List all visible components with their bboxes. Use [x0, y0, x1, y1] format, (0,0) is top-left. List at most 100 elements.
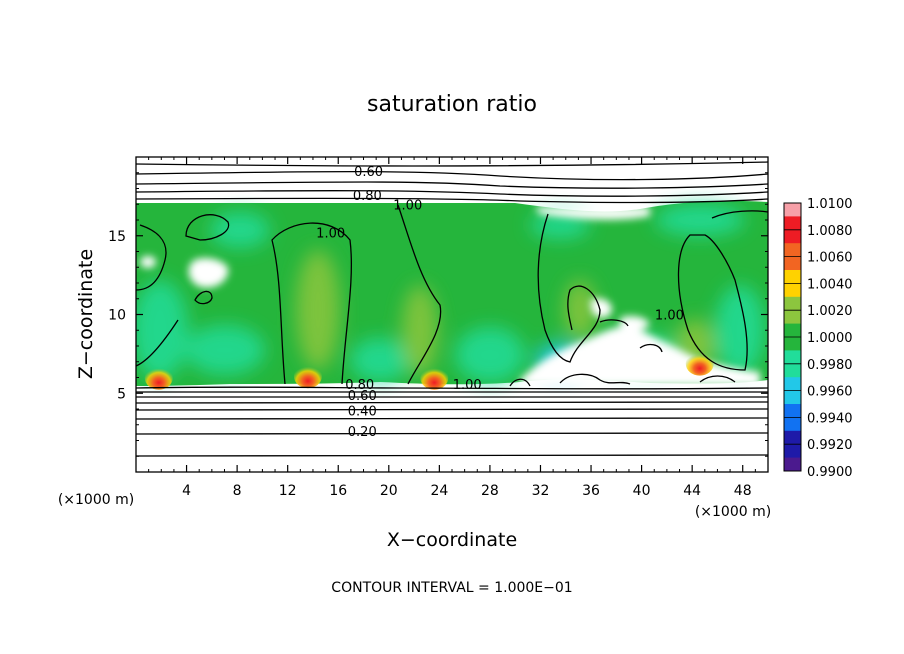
contour-0.30-lower — [136, 417, 768, 420]
colorbar-band-7 — [784, 390, 801, 418]
x-tick-label-28: 28 — [481, 483, 499, 499]
contour-wiggle-5 — [639, 343, 663, 353]
chart-title: saturation ratio — [367, 92, 537, 117]
contour-label-6: 1.00 — [453, 378, 482, 393]
hot-spots — [144, 351, 714, 390]
colorbar-swatch — [784, 310, 801, 325]
colorbar-band-2 — [784, 256, 801, 284]
plot-area: 0.600.801.001.001.000.80 1.000.600.400.20 — [136, 157, 768, 472]
colorbar-swatch — [784, 323, 801, 338]
colorbar-swatch — [784, 270, 801, 284]
contour-upper-0.60 — [136, 170, 768, 181]
contour-1.00-plume1 — [271, 222, 352, 385]
contour-labels: 0.600.801.001.001.000.80 1.000.600.400.20 — [316, 165, 684, 440]
colorbar: 1.0100 1.0080 1.0060 1.0040 1.0020 1.0000 0.99… — [783, 197, 853, 480]
colorbar-swatch — [784, 444, 801, 459]
contour-label-2: 1.00 — [393, 198, 422, 213]
x-tick-label-4: 4 — [182, 483, 191, 499]
colorbar-label-1: 1.0080 — [807, 224, 853, 239]
x-tick-label-24: 24 — [430, 483, 448, 499]
colorbar-label-7: 0.9960 — [807, 385, 853, 400]
contour-upper-0.50 — [136, 161, 768, 167]
contour-label-5: 0.80 — [345, 378, 374, 393]
contour-0.80-lower — [136, 386, 768, 390]
contour-label-4: 1.00 — [655, 309, 684, 324]
x-tick-label-36: 36 — [582, 483, 600, 499]
contour-label-8: 0.40 — [348, 405, 377, 420]
x-tick-label-12: 12 — [279, 483, 297, 499]
colorbar-swatch — [784, 296, 801, 311]
contour-label-3: 1.00 — [316, 227, 345, 242]
contour-wiggle-2 — [559, 373, 631, 385]
contour-0.50-lower — [136, 401, 768, 404]
contour-1.00-plume2 — [397, 204, 442, 385]
colorbar-swatch — [784, 430, 801, 445]
y-tick-label-15: 15 — [108, 229, 126, 245]
x-unit-label-left: (×1000 m) — [58, 492, 134, 508]
colorbar-swatch — [784, 203, 801, 217]
hot-spot-1 — [293, 364, 322, 389]
x-tick-label-8: 8 — [233, 483, 242, 499]
colorbar-band-6 — [784, 363, 801, 392]
hot-spot-3 — [685, 351, 714, 376]
y-tick-label-10: 10 — [108, 308, 126, 324]
contour-label-7: 0.60 — [348, 389, 377, 404]
contour-1.00-plume3 — [537, 213, 601, 363]
colorbar-label-4: 1.0020 — [807, 304, 853, 319]
y-axis: 5 10 15 — [108, 172, 768, 457]
hot-spot-2 — [420, 365, 449, 390]
x-tick-label-44: 44 — [683, 483, 701, 499]
contour-label-1: 0.80 — [353, 189, 382, 204]
colorbar-band-3 — [784, 283, 801, 311]
contour-0.60-lower — [136, 396, 768, 398]
contour-upper-0.90 — [136, 197, 768, 204]
colorbar-swatch — [784, 350, 801, 365]
x-tick-label-16: 16 — [329, 483, 347, 499]
contour-wiggle-1 — [509, 378, 531, 387]
colorbar-swatch — [784, 256, 801, 271]
colorbar-band-0 — [784, 203, 801, 231]
colorbar-swatch — [784, 337, 801, 351]
contour-1.00-right — [677, 234, 748, 371]
contour-0.10-lower — [136, 454, 768, 457]
x-tick-label-20: 20 — [380, 483, 398, 499]
colorbar-band-8 — [784, 417, 801, 445]
contour-1.00-left-edge — [136, 224, 167, 291]
contour-1.00-right2 — [711, 210, 768, 219]
colorbar-swatch — [784, 363, 801, 378]
contour-0.40-lower — [136, 408, 768, 411]
contour-1.00-mini — [194, 290, 213, 305]
colorbar-label-5: 1.0000 — [807, 331, 853, 346]
x-tick-label-40: 40 — [633, 483, 651, 499]
colorbar-label-0: 1.0100 — [807, 197, 853, 212]
contour-label-9: 0.20 — [348, 425, 377, 440]
contour-wiggle-3 — [699, 375, 736, 383]
x-unit-label-right: (×1000 m) — [695, 504, 771, 520]
contour-1.00-left-low — [136, 319, 179, 367]
hot-spot-0 — [144, 365, 173, 390]
contour-upper-0.70 — [136, 181, 768, 189]
colorbar-swatch — [784, 417, 801, 432]
x-tick-label-32: 32 — [532, 483, 550, 499]
colorbar-band-4 — [784, 310, 801, 338]
colorbar-label-8: 0.9940 — [807, 411, 853, 426]
colorbar-swatch — [784, 229, 801, 244]
colorbar-band-9 — [784, 444, 801, 472]
colorbar-swatch — [784, 243, 801, 258]
colorbar-swatch — [784, 390, 801, 405]
colorbar-swatch — [784, 404, 801, 418]
colorbar-swatch — [784, 216, 801, 231]
contour-label-0: 0.60 — [354, 165, 383, 180]
colorbar-swatch — [784, 377, 801, 392]
x-tick-label-48: 48 — [734, 483, 752, 499]
colorbar-swatch — [784, 457, 801, 472]
contour-wiggle-4 — [599, 319, 629, 327]
colorbar-label-6: 0.9980 — [807, 358, 853, 373]
x-axis: 4 8 12 16 20 24 28 32 36 40 44 48 — [148, 157, 756, 499]
contour-lines — [136, 161, 768, 457]
contour-upper-0.80 — [136, 190, 768, 197]
y-axis-title: Z−coordinate — [75, 249, 97, 379]
colorbar-band-1 — [784, 229, 801, 258]
colorbar-swatch — [784, 283, 801, 298]
